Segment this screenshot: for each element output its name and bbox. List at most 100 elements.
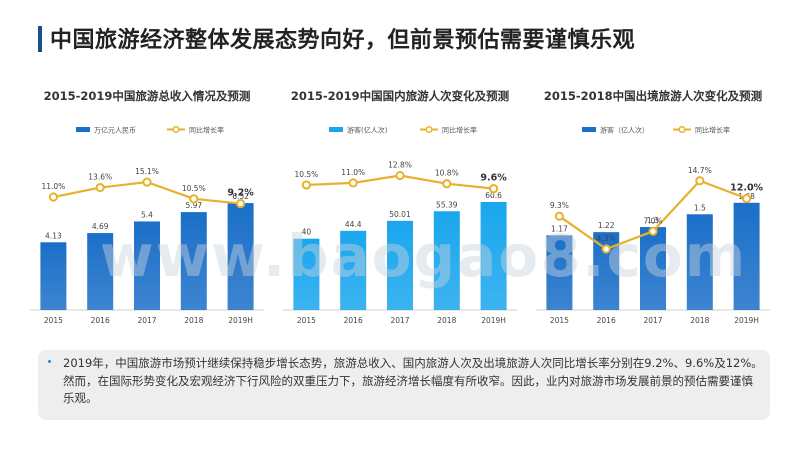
bar — [227, 203, 254, 310]
bar-value-label: 4.69 — [92, 222, 109, 231]
legend-line-marker — [172, 125, 180, 134]
line-point — [301, 180, 311, 190]
x-tick-label: 2015 — [44, 316, 63, 325]
bar-value-label: 1.3 — [647, 216, 659, 225]
line-value-label: 10.8% — [435, 169, 459, 178]
bullet-dot-icon — [48, 360, 51, 363]
x-tick-label: 2019H — [481, 316, 506, 325]
legend-line-label: 同比增长率 — [442, 126, 477, 135]
legend-bar-swatch — [329, 127, 343, 132]
bar — [480, 201, 507, 310]
bar-value-label: 44.4 — [345, 220, 362, 229]
line-point — [742, 193, 752, 204]
title-accent-bar — [38, 26, 42, 52]
chart-outbound-tourists: 2015-2018中国出境旅游人次变化及预测游客（亿人次） 同比增长率 1.17 20… — [528, 86, 778, 336]
chart-domestic-tourists: 2015-2019中国国内旅游人次变化及预测游客(亿人次) 同比增长率 40 2015… — [275, 86, 525, 336]
line-value-label: 10.5% — [294, 170, 318, 179]
legend-bar-label: 游客(亿人次) — [347, 126, 388, 135]
bar — [433, 211, 460, 310]
legend-bar-swatch — [582, 127, 596, 132]
bar — [340, 230, 367, 310]
x-tick-label: 2015 — [550, 316, 569, 325]
bar — [546, 235, 573, 310]
bar — [180, 212, 207, 310]
line-point — [554, 211, 564, 221]
line-value-label: 14.7% — [688, 166, 712, 175]
bar — [293, 238, 320, 310]
summary-note: 2019年，中国旅游市场预计继续保持稳步增长态势，旅游总收入、国内旅游人次及出境… — [38, 350, 770, 420]
bar — [686, 214, 713, 310]
bar — [640, 227, 666, 310]
x-tick-label: 2016 — [91, 316, 110, 325]
legend-bar-label: 万亿元人民币 — [94, 126, 136, 135]
bar — [87, 233, 114, 310]
line-point — [48, 192, 58, 202]
x-tick-label: 2018 — [690, 316, 709, 325]
x-tick-label: 2017 — [137, 316, 156, 325]
line-value-label: 12.8% — [388, 161, 412, 170]
bar — [134, 221, 160, 310]
bar-value-label: 5.4 — [141, 210, 153, 219]
line-point — [236, 198, 246, 209]
line-point — [442, 179, 452, 189]
bar-value-label: 6.52 — [232, 192, 249, 201]
chart-title: 2015-2018中国出境旅游人次变化及预测 — [544, 89, 762, 103]
line-value-label: 10.5% — [182, 184, 206, 193]
bar-value-label: 55.39 — [436, 200, 458, 209]
legend-line-label: 同比增长率 — [189, 126, 224, 135]
chart-title: 2015-2019中国旅游总收入情况及预测 — [44, 89, 251, 103]
chart-title: 2015-2019中国国内旅游人次变化及预测 — [291, 89, 509, 103]
line-value-label: 7.0% — [643, 216, 662, 225]
line-value-label: 4.3% — [597, 234, 616, 243]
line-value-label: 9.6% — [480, 173, 507, 184]
line-point — [648, 226, 658, 236]
bar-value-label: 50.01 — [389, 210, 411, 219]
bar-value-label: 1.17 — [551, 224, 568, 233]
line-value-label: 9.3% — [550, 201, 569, 210]
watermark: www.baogao8.com — [100, 222, 748, 290]
bar-value-label: 40 — [302, 228, 312, 237]
legend-line-marker — [425, 125, 433, 134]
line-value-label: 11.0% — [341, 168, 365, 177]
legend-bar-label: 游客（亿人次） — [600, 126, 649, 135]
line-point — [95, 182, 105, 193]
x-tick-label: 2015 — [297, 316, 316, 325]
bar — [40, 242, 67, 310]
bar — [733, 202, 760, 310]
line-value-label: 13.6% — [88, 173, 112, 182]
page-title: 中国旅游经济整体发展态势向好，但前景预估需要谨慎乐观 — [50, 28, 636, 53]
line-point — [395, 170, 405, 181]
x-tick-label: 2019H — [228, 316, 253, 325]
legend-line-marker — [678, 125, 686, 134]
line-point — [489, 184, 499, 194]
bar-value-label: 60.6 — [485, 191, 502, 200]
line-value-label: 11.0% — [41, 182, 65, 191]
bar — [387, 220, 413, 310]
x-tick-label: 2018 — [184, 316, 203, 325]
line-point — [695, 176, 705, 186]
line-point — [189, 194, 199, 204]
x-tick-label: 2016 — [344, 316, 363, 325]
bar-value-label: 5.97 — [185, 201, 202, 210]
bar-value-label: 1.5 — [694, 203, 706, 212]
line-value-label: 9.2% — [227, 188, 254, 199]
legend-line-label: 同比增长率 — [695, 126, 730, 135]
line-point — [348, 178, 358, 188]
x-tick-label: 2017 — [643, 316, 662, 325]
chart-total-revenue: 2015-2019中国旅游总收入情况及预测万亿元人民币 同比增长率 4.13 2015… — [22, 86, 272, 336]
x-tick-label: 2019H — [734, 316, 759, 325]
x-tick-label: 2018 — [437, 316, 456, 325]
legend-bar-swatch — [76, 127, 90, 132]
line-value-label: 15.1% — [135, 167, 159, 176]
summary-note-text: 2019年，中国旅游市场预计继续保持稳步增长态势，旅游总收入、国内旅游人次及出境… — [63, 356, 763, 405]
x-tick-label: 2017 — [390, 316, 409, 325]
line-value-label: 12.0% — [730, 182, 763, 193]
bar-value-label: 4.13 — [45, 231, 62, 240]
bar-value-label: 1.22 — [598, 221, 615, 230]
line-point — [601, 244, 611, 254]
x-tick-label: 2016 — [597, 316, 616, 325]
line-point — [142, 177, 152, 187]
